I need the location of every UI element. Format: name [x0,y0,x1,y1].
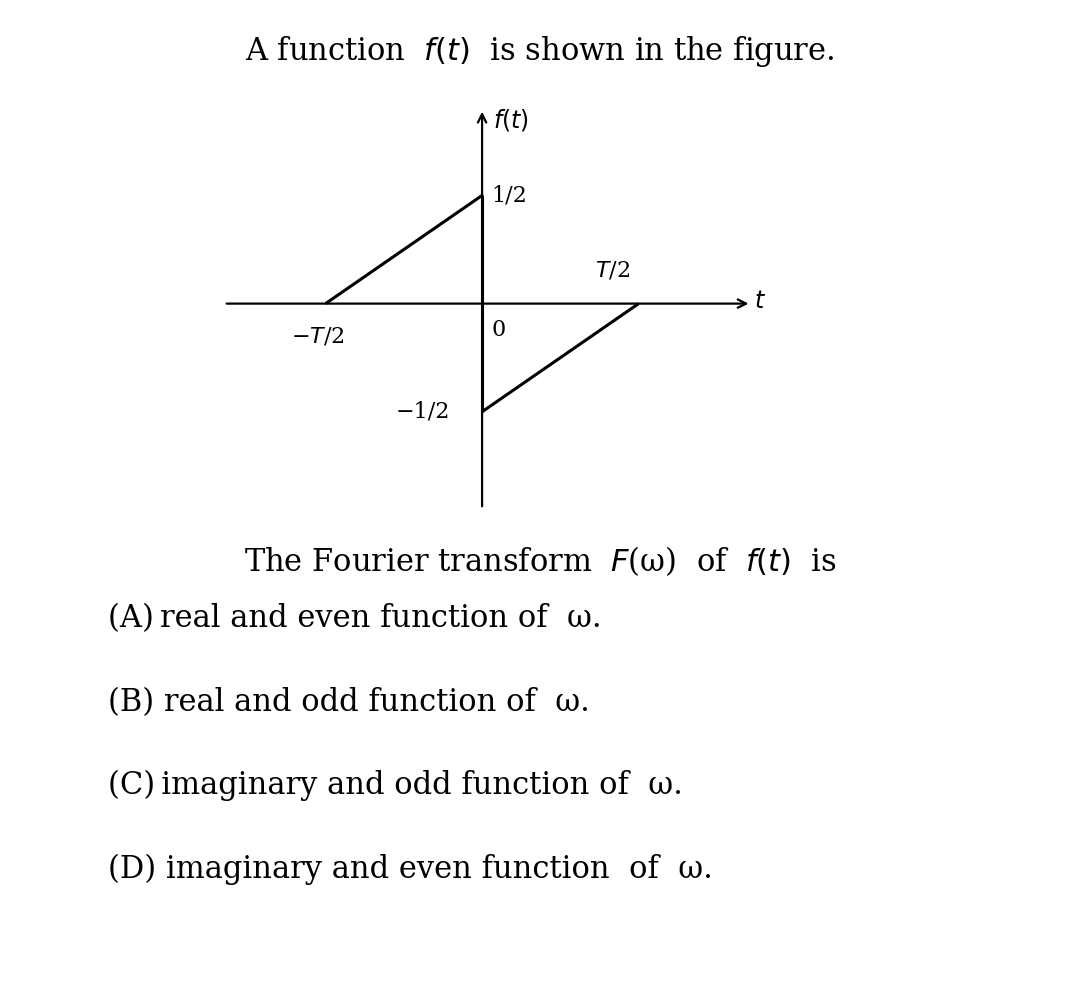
Text: (D) imaginary and even function  of  ω.: (D) imaginary and even function of ω. [108,853,713,885]
Text: $T$/2: $T$/2 [595,260,630,282]
Text: $t$: $t$ [755,290,767,313]
Text: The Fourier transform  $F$(ω)  of  $f(t)$  is: The Fourier transform $F$(ω) of $f(t)$ i… [244,544,836,579]
Text: A function  $f(t)$  is shown in the figure.: A function $f(t)$ is shown in the figure… [245,34,835,70]
Text: (B) real and odd function of  ω.: (B) real and odd function of ω. [108,687,590,718]
Text: $f(t)$: $f(t)$ [494,107,529,132]
Text: $-T$/2: $-T$/2 [291,326,345,347]
Text: −1/2: −1/2 [396,401,450,423]
Text: 1/2: 1/2 [491,184,527,206]
Text: 0: 0 [491,319,505,340]
Text: (C) imaginary and odd function of  ω.: (C) imaginary and odd function of ω. [108,770,683,801]
Text: (A) real and even function of  ω.: (A) real and even function of ω. [108,603,602,635]
